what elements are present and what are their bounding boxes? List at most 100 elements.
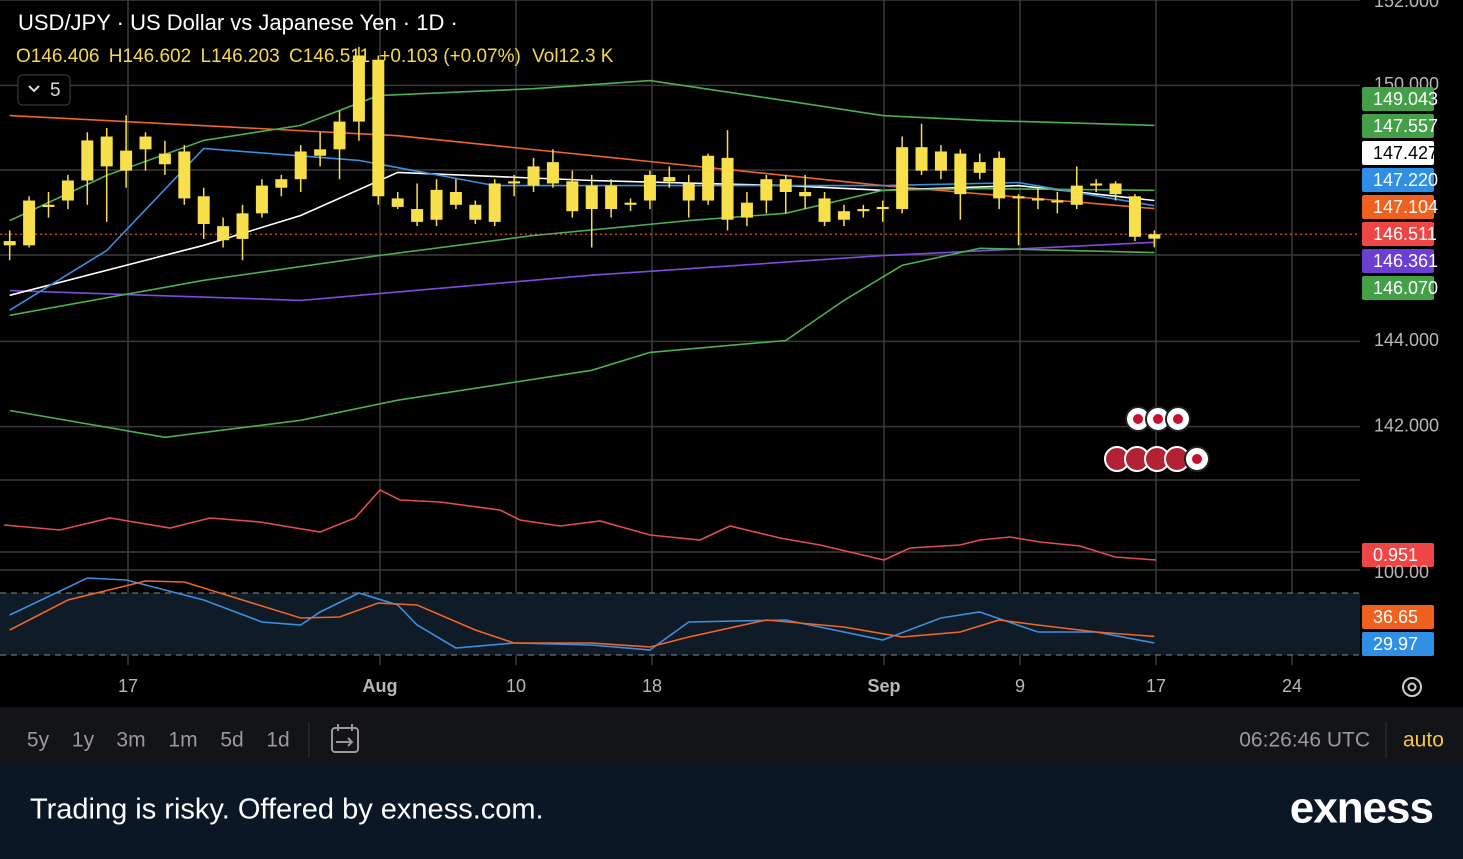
candle-body	[740, 202, 753, 218]
candle-body	[1031, 198, 1044, 201]
indicator-line	[9, 187, 1155, 317]
candle-body	[469, 204, 482, 220]
range-button[interactable]: 5y	[27, 729, 50, 752]
y-tick-label: 144.000	[1374, 330, 1439, 350]
candle-body	[430, 189, 443, 220]
candle-body	[139, 136, 152, 150]
calendar-frame	[331, 727, 359, 753]
auto-scale[interactable]: auto	[1403, 729, 1444, 752]
candle-body	[61, 180, 74, 201]
flag-dot	[1192, 454, 1202, 464]
candle-body	[643, 174, 656, 201]
range-button[interactable]: 1y	[72, 729, 95, 752]
candle-body	[682, 183, 695, 201]
x-tick-label: Aug	[363, 676, 398, 696]
candle-body	[799, 192, 812, 197]
indicator-badge	[1362, 632, 1434, 656]
price-badge	[1362, 141, 1434, 165]
price-badge	[1362, 222, 1434, 246]
candle-body	[779, 179, 792, 192]
candle-body	[294, 151, 307, 180]
candle-body	[527, 166, 540, 186]
candle-body	[275, 179, 288, 188]
x-tick-label: Sep	[867, 676, 900, 696]
candle-body	[391, 198, 404, 207]
price-badge	[1362, 87, 1434, 111]
candle-body	[624, 202, 637, 205]
price-badge-text: 147.427	[1373, 143, 1438, 163]
candle-body	[23, 200, 36, 246]
candle-body	[508, 181, 521, 184]
y-tick-label: 152.000	[1374, 0, 1439, 11]
price-badge	[1362, 249, 1434, 273]
flag-dot	[1153, 414, 1163, 424]
y-tick-label: 100.00	[1374, 562, 1429, 582]
o-value: 146.406	[31, 46, 100, 67]
flag-dot	[1173, 414, 1183, 424]
toolbar	[0, 707, 1463, 765]
indicator-line	[9, 580, 1155, 648]
candle-body	[3, 241, 16, 246]
price-badge-text: 146.361	[1373, 251, 1438, 271]
date-picker-icon[interactable]	[331, 724, 359, 753]
vol-value: 12.3 K	[559, 46, 614, 67]
candle-body	[100, 136, 113, 167]
indicator-line	[9, 114, 1155, 210]
candle-body	[993, 157, 1006, 199]
settings-icon[interactable]	[1402, 677, 1422, 697]
candle-body	[721, 157, 734, 220]
indicator-line	[9, 79, 1155, 222]
candle-body	[876, 206, 889, 210]
indicator-line	[9, 577, 1155, 651]
red-badge-text: 0.951	[1373, 545, 1418, 565]
candle-body	[1012, 196, 1025, 199]
range-button[interactable]: 1d	[266, 729, 289, 752]
candle-body	[158, 153, 171, 165]
price-badge-text: 146.511	[1373, 224, 1437, 244]
red-badge	[1362, 543, 1434, 567]
price-badge-text: 149.043	[1373, 89, 1438, 109]
candle-body	[488, 183, 501, 222]
candle-body	[954, 153, 967, 195]
ohlc-line: O146.406 H146.602 L146.203 C146.511 +0.1…	[16, 46, 614, 67]
price-badge	[1362, 168, 1434, 192]
candle-body	[973, 162, 986, 173]
event-flags[interactable]	[1104, 406, 1210, 472]
interval-button[interactable]: 5	[17, 74, 71, 106]
range-button[interactable]: 1m	[168, 729, 197, 752]
candle-body	[605, 185, 618, 210]
y-tick-label: 142.000	[1374, 415, 1439, 435]
candle-body	[120, 150, 133, 171]
candle-body	[1090, 183, 1103, 186]
x-tick-label: 24	[1282, 676, 1302, 696]
o-label: O	[16, 46, 31, 67]
change: +0.103 (+0.07%)	[379, 46, 521, 67]
candle-body	[314, 149, 327, 156]
c-label: C	[289, 46, 303, 67]
range-button[interactable]: 5d	[220, 729, 243, 752]
candle-body	[81, 140, 94, 181]
candle-body	[702, 155, 715, 201]
range-button[interactable]: 3m	[116, 729, 145, 752]
candle-body	[1128, 196, 1141, 237]
candle-body	[837, 211, 850, 220]
indicator-badge-text: 29.97	[1373, 634, 1418, 654]
indicator-line	[9, 241, 1155, 302]
candle-body	[857, 209, 870, 212]
candle-body	[217, 226, 230, 241]
candle-body	[236, 213, 249, 239]
candle-body	[42, 204, 55, 207]
gear-hub	[1407, 682, 1417, 692]
red-indicator-line	[3, 489, 1157, 561]
l-label: L	[200, 46, 211, 67]
flag-dot	[1133, 414, 1143, 424]
range-buttons: 5y 1y 3m 1m 5d 1d	[27, 729, 290, 752]
symbol-title: USD/JPY · US Dollar vs Japanese Yen · 1D…	[18, 10, 458, 35]
price-badge	[1362, 195, 1434, 219]
calendar-arrow	[336, 737, 354, 747]
candle-body	[1070, 185, 1083, 205]
candle-body	[178, 151, 191, 199]
candle-body	[915, 147, 928, 171]
exness-logo[interactable]: exness	[1290, 784, 1434, 833]
